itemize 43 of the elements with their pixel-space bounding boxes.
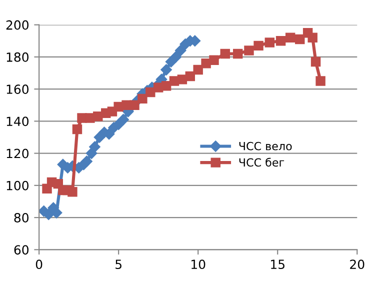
point [193,64,203,75]
point [232,48,243,59]
point [118,114,129,126]
point [264,38,275,48]
point [185,71,195,82]
x-tick-label: 0 [36,260,42,270]
point [160,64,172,76]
point [86,148,98,159]
y-tick-label: 180 [6,52,29,62]
y-tick-label: 100 [6,180,29,190]
legend-label: ЧСС бег [239,158,284,167]
point [244,46,254,56]
point [220,48,230,59]
y-tick-label: 60 [14,245,29,255]
y-tick-label: 140 [6,116,29,126]
point [177,74,188,84]
point [209,55,219,66]
point [285,32,296,43]
point [295,34,305,44]
point [308,32,318,43]
point [174,44,186,56]
point [130,100,140,110]
point [89,141,100,152]
point [72,124,82,134]
y-tick-label: 120 [6,148,29,158]
y-tick-label: 160 [6,84,29,94]
x-tick-label: 10 [192,260,206,270]
x-tick-label: 5 [116,260,122,270]
x-tick-label: 20 [350,260,364,270]
point [138,94,148,104]
point [316,76,326,86]
point [68,186,78,197]
x-tick-label: 15 [271,260,284,270]
y-tick-label: 80 [14,213,29,222]
legend-label: ЧСС вело [239,142,292,150]
point [310,56,321,67]
point [170,51,182,63]
point [81,156,92,167]
point [85,113,95,123]
y-tick-label: 200 [6,20,29,30]
point [153,82,164,92]
point [254,40,264,51]
point [276,36,286,46]
